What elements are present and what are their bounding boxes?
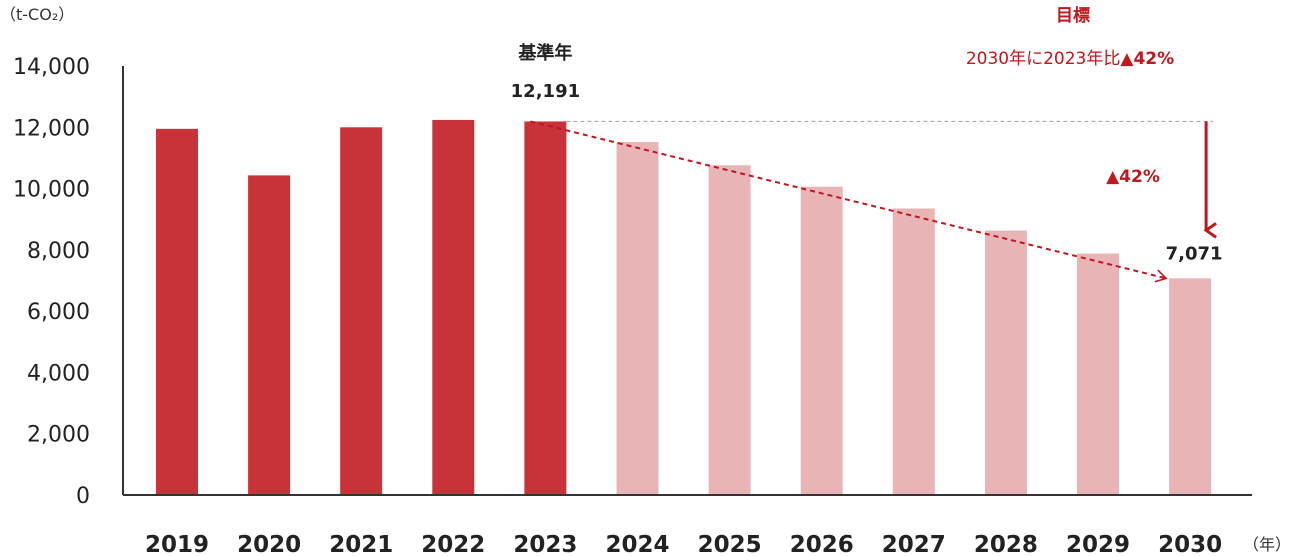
bar-2026 — [800, 186, 843, 496]
x-tick-label: 2027 — [882, 532, 946, 556]
bar-2027 — [892, 208, 935, 495]
x-axis-unit-label: （年） — [1243, 535, 1291, 554]
base-year-label: 基準年 — [517, 42, 572, 64]
y-tick-labels: 0 2,000 4,000 6,000 8,000 10,000 12,000 14,000 — [13, 55, 90, 509]
y-axis-unit-label: （t-CO₂） — [0, 5, 74, 24]
bar-2029 — [1077, 253, 1119, 495]
target-description-text: 2030年に2023年比 — [966, 49, 1121, 69]
y-tick-label: 4,000 — [27, 361, 90, 386]
y-tick-label: 12,000 — [13, 116, 90, 141]
reduction-percent-label: ▲42% — [1106, 167, 1160, 187]
x-tick-label: 2021 — [329, 532, 393, 556]
y-tick-label: 8,000 — [27, 239, 90, 264]
x-tick-labels: 2019 2020 2021 2022 2023 2024 2025 2026 2027 2028… — [145, 532, 1222, 556]
y-tick-label: 6,000 — [27, 300, 90, 325]
bar-2020 — [248, 175, 291, 495]
y-tick-label: 14,000 — [13, 55, 90, 80]
bar-2024 — [616, 141, 659, 495]
x-tick-label: 2023 — [513, 532, 577, 556]
x-tick-label: 2022 — [421, 532, 485, 556]
final-value-label: 7,071 — [1166, 243, 1223, 264]
x-tick-label: 2026 — [790, 532, 854, 556]
bar-2028 — [984, 230, 1027, 496]
reduction-trend-arrow — [530, 120, 1168, 283]
target-title: 目標 — [1056, 5, 1090, 26]
base-year-value-label: 12,191 — [511, 81, 580, 102]
x-tick-label: 2025 — [698, 532, 762, 556]
y-tick-label: 2,000 — [27, 423, 90, 448]
bar-2022 — [432, 119, 475, 495]
x-tick-label: 2030 — [1158, 532, 1222, 556]
x-tick-label: 2029 — [1066, 532, 1130, 556]
trend-layer — [530, 120, 1206, 283]
y-tick-label: 0 — [76, 484, 90, 509]
y-tick-label: 10,000 — [13, 178, 90, 203]
bar-2030 — [1169, 278, 1212, 495]
x-tick-label: 2028 — [974, 532, 1038, 556]
x-tick-label: 2020 — [237, 532, 301, 556]
target-description-percent: ▲42% — [1120, 49, 1174, 69]
bar-2025 — [708, 165, 751, 496]
bar-series — [156, 119, 1212, 496]
x-tick-label: 2024 — [605, 532, 669, 556]
bar-2019 — [156, 128, 198, 495]
x-tick-label: 2019 — [145, 532, 209, 556]
bar-2023 — [524, 121, 567, 496]
bar-2021 — [340, 127, 383, 496]
target-description: 2030年に2023年比▲42% — [966, 49, 1174, 69]
